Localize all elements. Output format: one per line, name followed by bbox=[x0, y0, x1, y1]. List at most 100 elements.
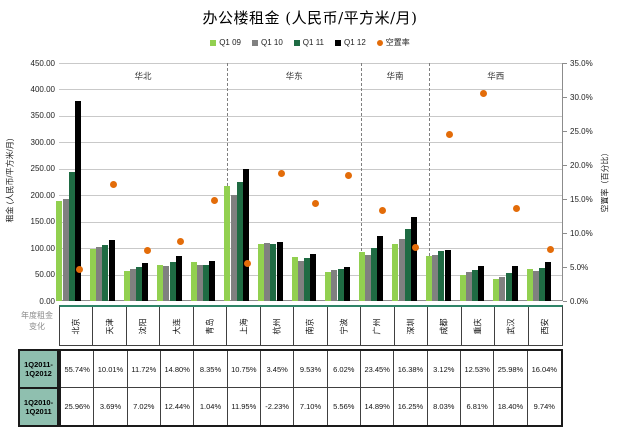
right-axis-tick: 10.0% bbox=[570, 228, 593, 238]
period-row-header: 1Q2011- 1Q2012 bbox=[20, 351, 57, 389]
left-axis-title: 租金 (人民币/平方米/月) bbox=[5, 138, 15, 223]
city-label-cell: 武汉 bbox=[495, 307, 529, 345]
bar-q111-重庆 bbox=[471, 269, 478, 301]
gridline bbox=[59, 115, 563, 117]
bar-q109-上海 bbox=[224, 185, 231, 301]
rent-change-cell-杭州: -2.23% bbox=[261, 388, 295, 425]
right-axis-tickmark bbox=[563, 63, 567, 64]
bar-q111-武汉 bbox=[505, 272, 512, 301]
city-label-cell: 西安 bbox=[529, 307, 562, 345]
bar-q110-青岛 bbox=[196, 265, 203, 301]
right-axis-tick: 5.0% bbox=[570, 262, 589, 272]
bar-q110-成都 bbox=[432, 255, 439, 301]
bar-q110-西安 bbox=[532, 270, 539, 301]
vacancy-dot-重庆 bbox=[479, 90, 487, 98]
city-label: 宁波 bbox=[339, 318, 349, 334]
bar-q111-宁波 bbox=[337, 268, 344, 301]
vacancy-dot-广州 bbox=[378, 207, 386, 215]
bar-q111-成都 bbox=[438, 251, 445, 301]
rent-change-cell-天津: 10.01% bbox=[94, 351, 128, 388]
rent-change-cell-广州: 14.89% bbox=[361, 388, 395, 425]
bar-q109-北京 bbox=[56, 200, 63, 301]
bar-q112-南京 bbox=[310, 253, 317, 301]
rent-vacancy-chart-plot: 华北 华东 华南 华西 bbox=[56, 63, 563, 301]
region-separator bbox=[361, 63, 363, 301]
bar-q109-广州 bbox=[358, 252, 365, 301]
right-axis-tickmark bbox=[563, 97, 567, 98]
legend-item: Q1 11 bbox=[293, 38, 324, 47]
rent-change-cell-南京: 7.10% bbox=[294, 388, 328, 425]
rent-change-cell-天津: 3.69% bbox=[94, 388, 128, 425]
bar-q110-沈阳 bbox=[129, 269, 136, 301]
bar-q112-北京 bbox=[74, 100, 81, 301]
city-label: 南京 bbox=[305, 318, 315, 334]
vacancy-dot-西安 bbox=[546, 245, 554, 253]
bar-q112-杭州 bbox=[276, 242, 283, 301]
bar-q109-武汉 bbox=[493, 278, 500, 301]
rent-change-cell-深圳: 16.38% bbox=[394, 351, 428, 388]
legend-label: Q1 11 bbox=[302, 38, 324, 47]
legend-label: Q1 10 bbox=[261, 38, 283, 47]
rent-change-cell-广州: 23.45% bbox=[360, 351, 395, 388]
right-axis-tick: 25.0% bbox=[570, 126, 593, 136]
left-axis-tick: 250.00 bbox=[30, 164, 55, 174]
legend-item: Q1 10 bbox=[252, 38, 283, 47]
right-axis-tickmark bbox=[563, 165, 567, 166]
city-label: 武汉 bbox=[506, 318, 516, 334]
chart-legend: Q1 09 Q1 10 Q1 11 Q1 12 空置率 bbox=[0, 37, 620, 48]
rent-change-cell-北京: 25.96% bbox=[61, 388, 95, 425]
bar-q110-天津 bbox=[96, 247, 103, 301]
rent-change-cell-武汉: 18.40% bbox=[494, 388, 528, 425]
chart-title: 办公楼租金 (人民币/平方米/月) bbox=[202, 9, 418, 27]
bar-q109-深圳 bbox=[392, 244, 399, 301]
right-axis-tick: 30.0% bbox=[570, 92, 593, 102]
legend-item: 空置率 bbox=[376, 37, 410, 48]
right-axis-tickmark bbox=[563, 199, 567, 200]
left-axis-tick: 100.00 bbox=[30, 243, 55, 253]
city-label-cell: 南京 bbox=[294, 307, 328, 345]
bar-q112-沈阳 bbox=[142, 262, 149, 301]
bar-q109-青岛 bbox=[190, 262, 197, 301]
legend-item: Q1 09 bbox=[210, 38, 241, 47]
left-axis-tick: 450.00 bbox=[30, 58, 55, 68]
city-label: 成都 bbox=[439, 318, 449, 334]
bar-q110-上海 bbox=[230, 194, 237, 301]
city-label: 上海 bbox=[239, 318, 249, 334]
rent-change-cell-杭州: 3.45% bbox=[260, 351, 295, 388]
rent-change-cell-重庆: 6.81% bbox=[461, 388, 495, 425]
legend-label: Q1 12 bbox=[344, 38, 366, 47]
bar-q109-大连 bbox=[157, 264, 164, 301]
bar-q110-广州 bbox=[364, 255, 371, 301]
right-axis-tick: 0.0% bbox=[570, 296, 589, 306]
bar-q111-广州 bbox=[371, 248, 378, 301]
rent-change-cell-重庆: 12.53% bbox=[460, 351, 495, 388]
right-axis-title: 空置率（百分比） bbox=[600, 148, 610, 213]
city-label: 广州 bbox=[372, 318, 382, 334]
bar-q109-重庆 bbox=[459, 274, 466, 301]
bar-q109-杭州 bbox=[257, 243, 264, 301]
gridline bbox=[59, 221, 563, 223]
rent-change-cell-沈阳: 11.72% bbox=[127, 351, 161, 388]
legend-dot-icon bbox=[376, 39, 383, 46]
right-axis-tickmark bbox=[563, 233, 567, 234]
city-label-cell: 重庆 bbox=[462, 307, 496, 345]
rent-change-cell-西安: 9.74% bbox=[533, 402, 555, 411]
city-label: 大连 bbox=[172, 318, 182, 334]
left-axis-tick: 50.00 bbox=[34, 270, 55, 280]
right-axis-tick: 35.0% bbox=[570, 58, 593, 68]
rent-change-cell-大连: 12.44% bbox=[161, 388, 195, 425]
region-label: 华北 bbox=[134, 71, 152, 81]
city-label: 杭州 bbox=[272, 318, 282, 334]
right-axis-line bbox=[562, 63, 563, 301]
vacancy-dot-大连 bbox=[177, 237, 185, 245]
rent-change-cell-深圳: 16.25% bbox=[394, 388, 428, 425]
rent-change-cell-北京: 55.74% bbox=[61, 351, 95, 388]
city-label: 青岛 bbox=[205, 318, 215, 334]
vacancy-dot-宁波 bbox=[345, 172, 353, 180]
gridline bbox=[59, 195, 563, 197]
bar-q112-大连 bbox=[175, 256, 182, 301]
city-label-cell: 青岛 bbox=[194, 307, 228, 345]
vacancy-dot-沈阳 bbox=[143, 247, 151, 255]
region-separator bbox=[428, 63, 430, 301]
